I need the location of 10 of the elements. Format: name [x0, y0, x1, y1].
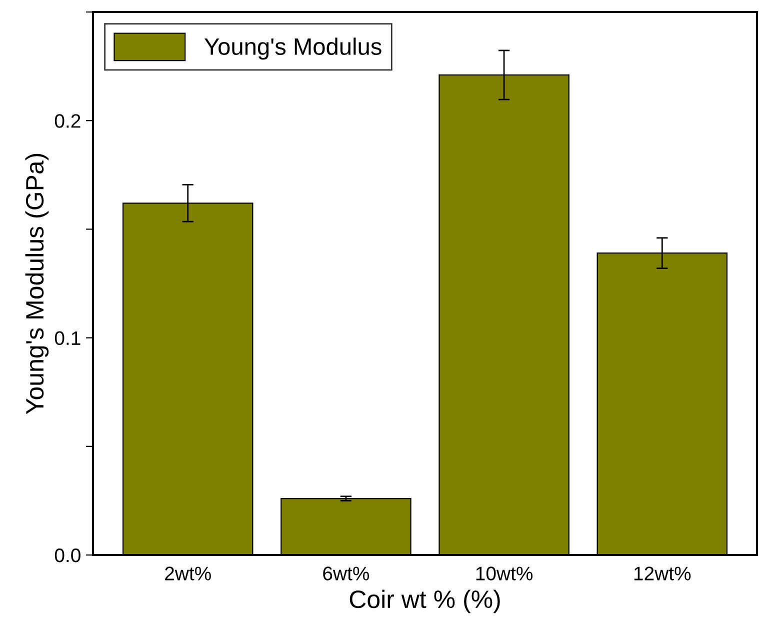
x-tick-label: 12wt% [634, 566, 691, 580]
x-axis-title: Coir wt % (%) [350, 590, 500, 614]
legend-label: Young's Modulus [204, 38, 382, 60]
x-tick-label: 10wt% [476, 566, 533, 580]
x-tick-label: 2wt% [165, 566, 211, 580]
y-tick-label: 0.0 [54, 548, 80, 562]
x-tick-label: 6wt% [323, 566, 370, 580]
y-tick-label: 0.2 [54, 114, 80, 128]
y-tick-label: 0.1 [54, 331, 80, 346]
y-axis-title: Young's Modulus (GPa) [25, 154, 49, 414]
